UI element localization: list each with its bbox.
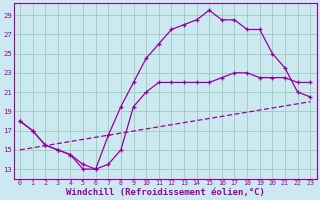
X-axis label: Windchill (Refroidissement éolien,°C): Windchill (Refroidissement éolien,°C) (66, 188, 265, 197)
